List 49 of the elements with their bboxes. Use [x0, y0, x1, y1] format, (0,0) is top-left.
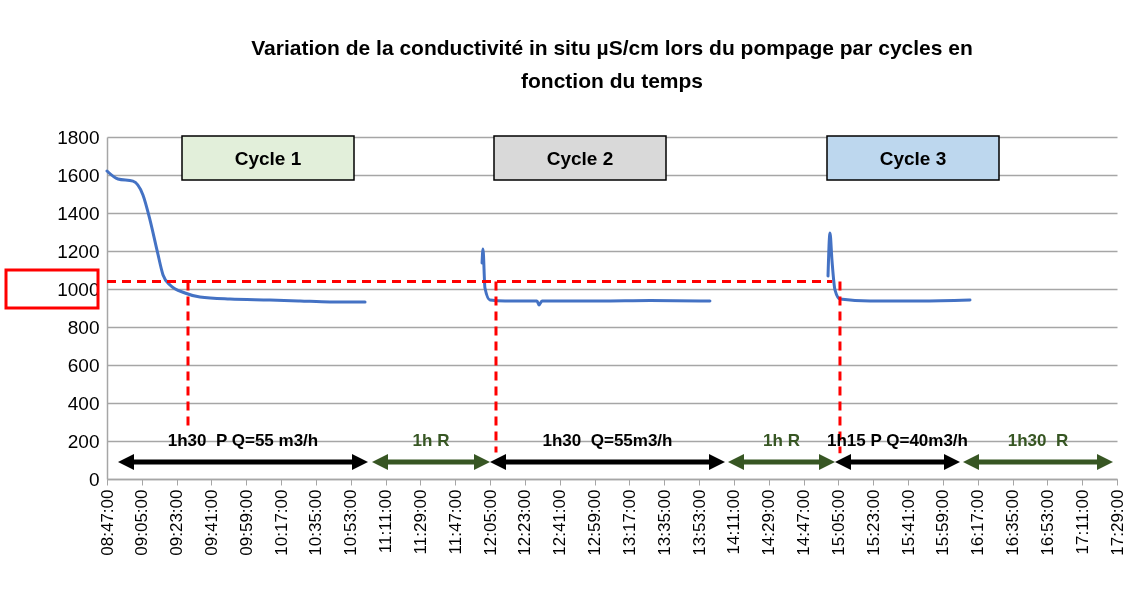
- x-tick-label: 12:41:00: [550, 489, 570, 556]
- y-tick-label: 1400: [57, 202, 100, 224]
- x-tick-label: 12:23:00: [515, 489, 535, 556]
- x-tick-label: 16:17:00: [968, 489, 988, 556]
- x-tick-label: 09:41:00: [201, 489, 221, 556]
- x-tick-label: 10:53:00: [341, 489, 361, 556]
- x-tick-label: 13:35:00: [654, 489, 674, 556]
- x-tick-label: 15:41:00: [898, 489, 918, 556]
- x-tick-label: 15:59:00: [933, 489, 953, 556]
- x-tick-label: 11:29:00: [410, 489, 430, 555]
- x-tick-label: 09:59:00: [236, 489, 256, 556]
- annotation: 1h30 R: [1007, 431, 1069, 450]
- y-tick-label: 1200: [57, 240, 100, 262]
- y-tick-label: 1600: [57, 164, 100, 186]
- x-tick-label: 08:47:00: [97, 489, 117, 556]
- x-tick-label: 17:29:00: [1107, 489, 1127, 556]
- x-tick-label: 14:29:00: [759, 489, 779, 556]
- annotation: Cycle 2: [546, 148, 614, 169]
- y-tick-label: 800: [67, 316, 100, 338]
- x-tick-label: 14:11:00: [724, 489, 744, 555]
- annotation: 1h R: [412, 431, 450, 450]
- y-tick-label: 0: [88, 468, 100, 490]
- x-tick-label: 10:17:00: [271, 489, 291, 556]
- annotation: 1h15 P Q=40m3/h: [827, 431, 968, 450]
- y-tick-label: 1800: [57, 126, 100, 148]
- x-tick-label: 15:05:00: [828, 489, 848, 556]
- annotation: Cycle 1: [234, 148, 302, 169]
- x-tick-label: 13:17:00: [619, 489, 639, 556]
- x-tick-label: 12:05:00: [480, 489, 500, 556]
- chart-title: Variation de la conductivité in situ µS/cm lors du pompage par cycles en fonction du temps: [251, 36, 973, 92]
- annotation: Cycle 3: [879, 148, 947, 169]
- annotation: 1h30 Q=55m3/h: [542, 431, 673, 450]
- x-tick-label: 13:53:00: [689, 489, 709, 556]
- annotation: 1h30 P Q=55 m3/h: [167, 431, 319, 450]
- x-tick-label: 10:35:00: [306, 489, 326, 556]
- x-tick-label: 11:47:00: [445, 489, 465, 555]
- x-tick-label: 16:53:00: [1037, 489, 1057, 556]
- x-tick-label: 09:05:00: [132, 489, 152, 556]
- annotation: 1h R: [763, 431, 800, 450]
- x-tick-label: 12:59:00: [585, 489, 605, 556]
- x-tick-label: 14:47:00: [794, 489, 814, 556]
- y-tick-label: 400: [67, 392, 100, 414]
- x-tick-label: 11:11:00: [376, 489, 396, 554]
- y-tick-label: 600: [67, 354, 100, 376]
- x-tick-label: 17:11:00: [1072, 489, 1092, 555]
- y-tick-label: 200: [67, 430, 100, 452]
- x-tick-label: 16:35:00: [1003, 489, 1023, 556]
- x-tick-label: 15:23:00: [863, 489, 883, 556]
- x-tick-label: 09:23:00: [167, 489, 187, 556]
